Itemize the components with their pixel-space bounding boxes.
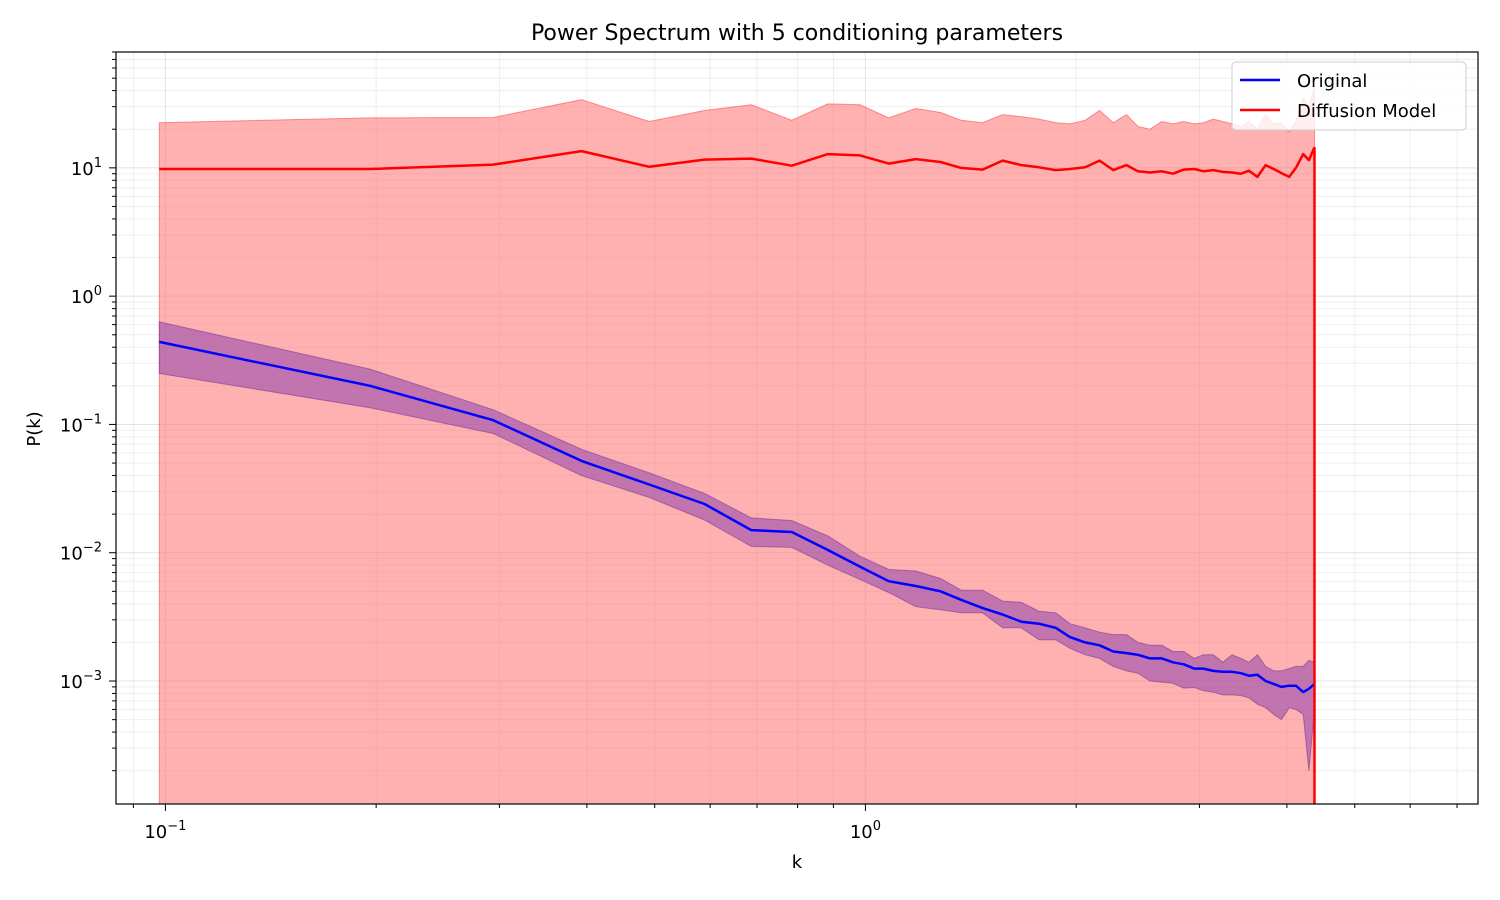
diffusion-model-band <box>158 86 1315 804</box>
y-tick-label: 101 <box>71 156 102 180</box>
y-tick-label: 10−3 <box>60 669 102 693</box>
chart-title: Power Spectrum with 5 conditioning param… <box>531 21 1063 46</box>
original-line <box>159 340 1316 694</box>
y-tick-label: 10−1 <box>60 412 102 436</box>
x-tick-label: 10−1 <box>144 819 186 843</box>
y-tick-label: 100 <box>71 284 102 308</box>
y-axis-label: P(k) <box>24 411 45 446</box>
axes-layer <box>115 51 1479 805</box>
line-layer <box>159 146 1316 804</box>
legend: Original Diffusion Model <box>1231 61 1467 131</box>
tick-layer: 10−1 100 101 100 10−1 10−2 10−3 <box>60 51 1458 843</box>
plot-frame <box>115 51 1479 805</box>
diffusion-model-line <box>159 146 1316 179</box>
x-axis-label: k <box>792 852 803 873</box>
legend-label-diffusion-model: Diffusion Model <box>1297 101 1436 122</box>
x-tick-label: 100 <box>850 819 881 843</box>
legend-label-original: Original <box>1297 71 1367 92</box>
y-tick-label: 10−2 <box>60 541 102 565</box>
legend-box <box>1231 61 1467 131</box>
band-layer <box>158 86 1315 804</box>
